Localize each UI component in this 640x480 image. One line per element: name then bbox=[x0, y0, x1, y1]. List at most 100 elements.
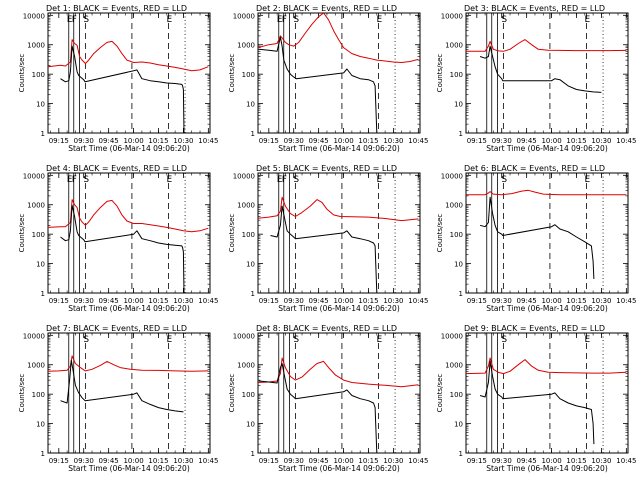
plot-frame bbox=[47, 172, 211, 294]
x-tick-label: 09:30 bbox=[74, 137, 94, 145]
time-marker-label: F bbox=[72, 175, 77, 185]
series-group bbox=[466, 39, 627, 93]
chart-title: Det 7: BLACK = Events, RED = LLD bbox=[46, 324, 187, 333]
x-tick-label: 10:30 bbox=[383, 137, 403, 145]
y-tick-label: 10 bbox=[246, 421, 255, 429]
series-line-lld bbox=[258, 196, 419, 222]
series-line-events bbox=[479, 196, 595, 280]
x-tick-label: 10:30 bbox=[591, 297, 611, 305]
time-marker-label: E bbox=[67, 175, 73, 185]
y-tick-label: 10 bbox=[36, 261, 45, 269]
x-tick-label: 10:45 bbox=[408, 297, 428, 305]
y-tick-label: 1000 bbox=[237, 42, 255, 50]
y-tick-label: 1 bbox=[251, 130, 255, 138]
time-marker-label: S bbox=[293, 15, 299, 25]
y-tick-label: 100 bbox=[450, 71, 463, 79]
x-axis-label: Start Time (06-Mar-14 09:06:20) bbox=[486, 304, 608, 313]
x-tick-label: 10:00 bbox=[123, 297, 143, 305]
x-axis-label: Start Time (06-Mar-14 09:06:20) bbox=[68, 144, 190, 153]
time-marker-label: S bbox=[83, 335, 89, 345]
series-line-events bbox=[60, 359, 184, 413]
x-axis-label: Start Time (06-Mar-14 09:06:20) bbox=[68, 304, 190, 313]
x-tick-label: 10:45 bbox=[616, 457, 636, 465]
x-tick-label: 10:45 bbox=[408, 137, 428, 145]
y-tick-label: 10 bbox=[36, 421, 45, 429]
x-tick-label: 09:45 bbox=[99, 137, 119, 145]
time-marker-label: E bbox=[166, 175, 172, 185]
chart-title: Det 3: BLACK = Events, RED = LLD bbox=[464, 4, 605, 13]
x-tick-label: 09:45 bbox=[309, 297, 329, 305]
y-tick-label: 1 bbox=[459, 450, 463, 458]
y-tick-label: 10000 bbox=[233, 172, 255, 180]
x-tick-label: 10:15 bbox=[566, 297, 586, 305]
time-marker-label: S bbox=[501, 175, 507, 185]
plot-frame bbox=[47, 332, 211, 454]
y-tick-label: 10000 bbox=[233, 332, 255, 340]
chart-panel: Det 5: BLACK = Events, RED = LLD 1 10 100 10… bbox=[228, 164, 428, 313]
time-marker-label: E bbox=[376, 175, 382, 185]
chart-panel: Det 3: BLACK = Events, RED = LLD 1 10 100 10… bbox=[436, 4, 636, 153]
series-line-lld bbox=[466, 357, 627, 375]
y-tick-label: 100 bbox=[32, 71, 45, 79]
x-axis-label: Start Time (06-Mar-14 09:06:20) bbox=[486, 464, 608, 473]
y-axis-label: Counts/sec bbox=[18, 374, 26, 413]
x-tick-label: 10:30 bbox=[173, 137, 193, 145]
x-tick-label: 10:45 bbox=[616, 137, 636, 145]
x-tick-label: 09:30 bbox=[284, 137, 304, 145]
x-tick-label: 10:30 bbox=[173, 297, 193, 305]
y-tick-label: 10 bbox=[36, 101, 45, 109]
x-tick-label: 10:00 bbox=[541, 457, 561, 465]
series-line-events bbox=[270, 205, 378, 293]
chart-title: Det 5: BLACK = Events, RED = LLD bbox=[256, 164, 397, 173]
y-tick-label: 10000 bbox=[233, 12, 255, 20]
x-tick-label: 09:15 bbox=[467, 297, 487, 305]
chart-title: Det 6: BLACK = Events, RED = LLD bbox=[464, 164, 605, 173]
y-tick-label: 10 bbox=[454, 421, 463, 429]
series-line-lld bbox=[48, 199, 209, 233]
x-tick-label: 10:15 bbox=[358, 297, 378, 305]
y-axis-label: Counts/sec bbox=[18, 214, 26, 253]
chart-panel: Det 2: BLACK = Events, RED = LLD 1 10 100 10… bbox=[228, 4, 428, 153]
time-marker-label: F bbox=[282, 15, 287, 25]
series-line-lld bbox=[48, 39, 209, 72]
time-marker-label: E bbox=[277, 175, 283, 185]
y-tick-label: 10000 bbox=[23, 332, 45, 340]
x-tick-label: 09:30 bbox=[492, 137, 512, 145]
x-tick-label: 09:15 bbox=[49, 137, 69, 145]
plot-frame bbox=[47, 12, 211, 134]
x-axis-label: Start Time (06-Mar-14 09:06:20) bbox=[486, 144, 608, 153]
x-tick-label: 10:00 bbox=[541, 137, 561, 145]
chart-panel: Det 8: BLACK = Events, RED = LLD 1 10 100 10… bbox=[228, 324, 428, 473]
x-tick-label: 10:15 bbox=[566, 457, 586, 465]
x-axis-label: Start Time (06-Mar-14 09:06:20) bbox=[278, 304, 400, 313]
x-tick-label: 09:15 bbox=[467, 457, 487, 465]
time-marker-label: E bbox=[376, 15, 382, 25]
y-tick-label: 100 bbox=[242, 391, 255, 399]
x-tick-label: 09:15 bbox=[259, 297, 279, 305]
time-marker-label: E bbox=[584, 175, 590, 185]
y-tick-label: 1000 bbox=[445, 362, 463, 370]
y-tick-label: 10000 bbox=[441, 172, 463, 180]
series-group bbox=[258, 196, 419, 293]
y-tick-label: 100 bbox=[450, 231, 463, 239]
chart-panel: Det 4: BLACK = Events, RED = LLD 1 10 100 10… bbox=[18, 164, 218, 313]
x-tick-label: 10:00 bbox=[333, 137, 353, 145]
y-axis-label: Counts/sec bbox=[436, 54, 444, 93]
y-tick-label: 10000 bbox=[23, 12, 45, 20]
x-tick-label: 10:45 bbox=[616, 297, 636, 305]
time-marker-label: E bbox=[584, 335, 590, 345]
y-tick-label: 10 bbox=[246, 261, 255, 269]
x-tick-label: 10:15 bbox=[148, 137, 168, 145]
time-marker-label: E bbox=[166, 335, 172, 345]
x-tick-label: 09:15 bbox=[259, 457, 279, 465]
time-marker-label: S bbox=[501, 15, 507, 25]
x-tick-label: 09:30 bbox=[284, 297, 304, 305]
x-tick-label: 09:15 bbox=[49, 457, 69, 465]
x-tick-label: 09:15 bbox=[49, 297, 69, 305]
chart-title: Det 8: BLACK = Events, RED = LLD bbox=[256, 324, 397, 333]
y-tick-label: 10 bbox=[454, 101, 463, 109]
y-tick-label: 1000 bbox=[27, 362, 45, 370]
x-axis-label: Start Time (06-Mar-14 09:06:20) bbox=[68, 464, 190, 473]
x-tick-label: 09:45 bbox=[517, 137, 537, 145]
y-tick-label: 100 bbox=[32, 391, 45, 399]
